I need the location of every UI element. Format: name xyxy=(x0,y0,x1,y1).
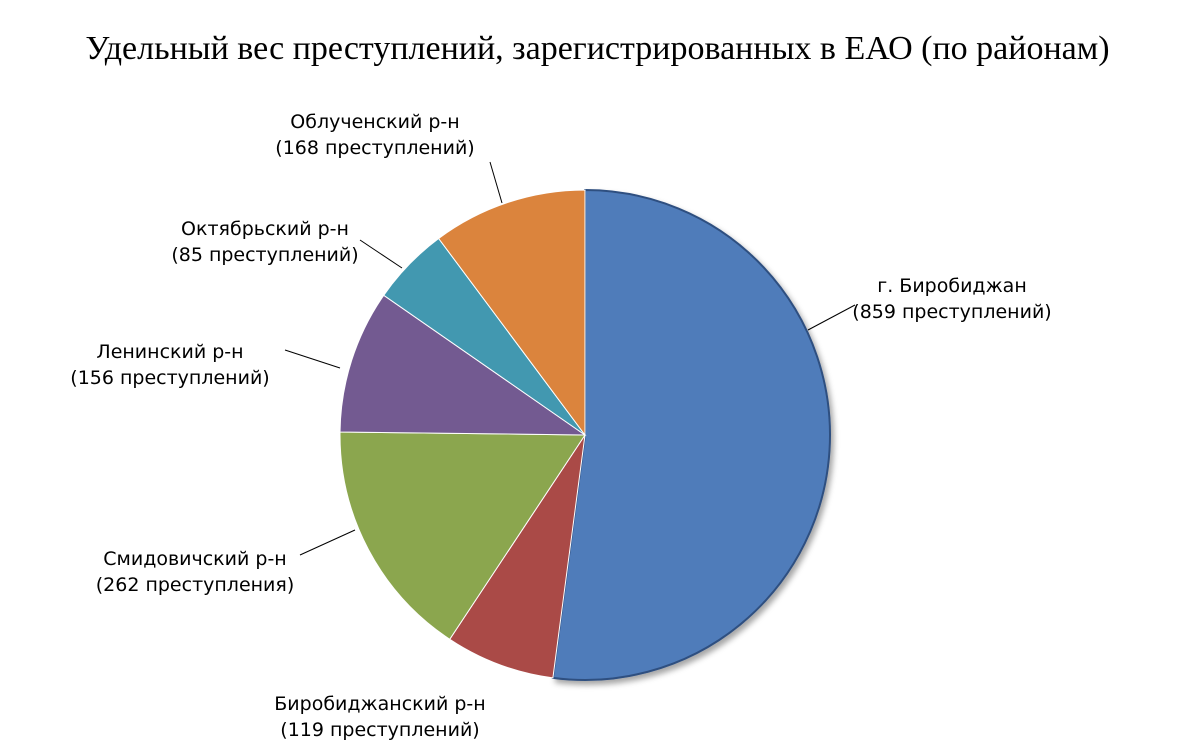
slice-value-label: (859 преступлений) xyxy=(852,301,1051,323)
slice-label: Ленинский р-н xyxy=(96,341,243,363)
slice-value-label: (119 преступлений) xyxy=(280,719,479,741)
slice-label: Октябрьский р-н xyxy=(181,218,349,240)
leader-lines xyxy=(284,161,856,556)
pie-slice xyxy=(437,189,586,437)
leader-line xyxy=(807,304,856,331)
pie-slice xyxy=(551,188,831,681)
slice-value-label: (156 преступлений) xyxy=(70,367,269,389)
slice-value-label: (262 преступления) xyxy=(96,574,295,596)
pie-slices xyxy=(339,188,831,681)
leader-line xyxy=(299,529,356,556)
leader-line xyxy=(489,161,503,204)
pie-slice xyxy=(339,294,587,436)
slice-label: Облученский р-н xyxy=(290,111,459,133)
pie-slice xyxy=(449,434,586,679)
slice-label: Смидовичский р-н xyxy=(103,548,286,570)
slice-labels: г. Биробиджан (859 преступлений) Биробиджа… xyxy=(70,111,1051,741)
pie-slice xyxy=(339,431,586,640)
slice-label: Биробиджанский р-н xyxy=(274,693,485,715)
slice-value-label: (85 преступлений) xyxy=(171,244,358,266)
leader-line xyxy=(284,349,341,369)
slice-value-label: (168 преступлений) xyxy=(275,137,474,159)
slice-label: г. Биробиджан xyxy=(877,275,1027,297)
chart-title: Удельный вес преступлений, зарегистриров… xyxy=(85,30,1110,67)
leader-line xyxy=(359,239,403,269)
